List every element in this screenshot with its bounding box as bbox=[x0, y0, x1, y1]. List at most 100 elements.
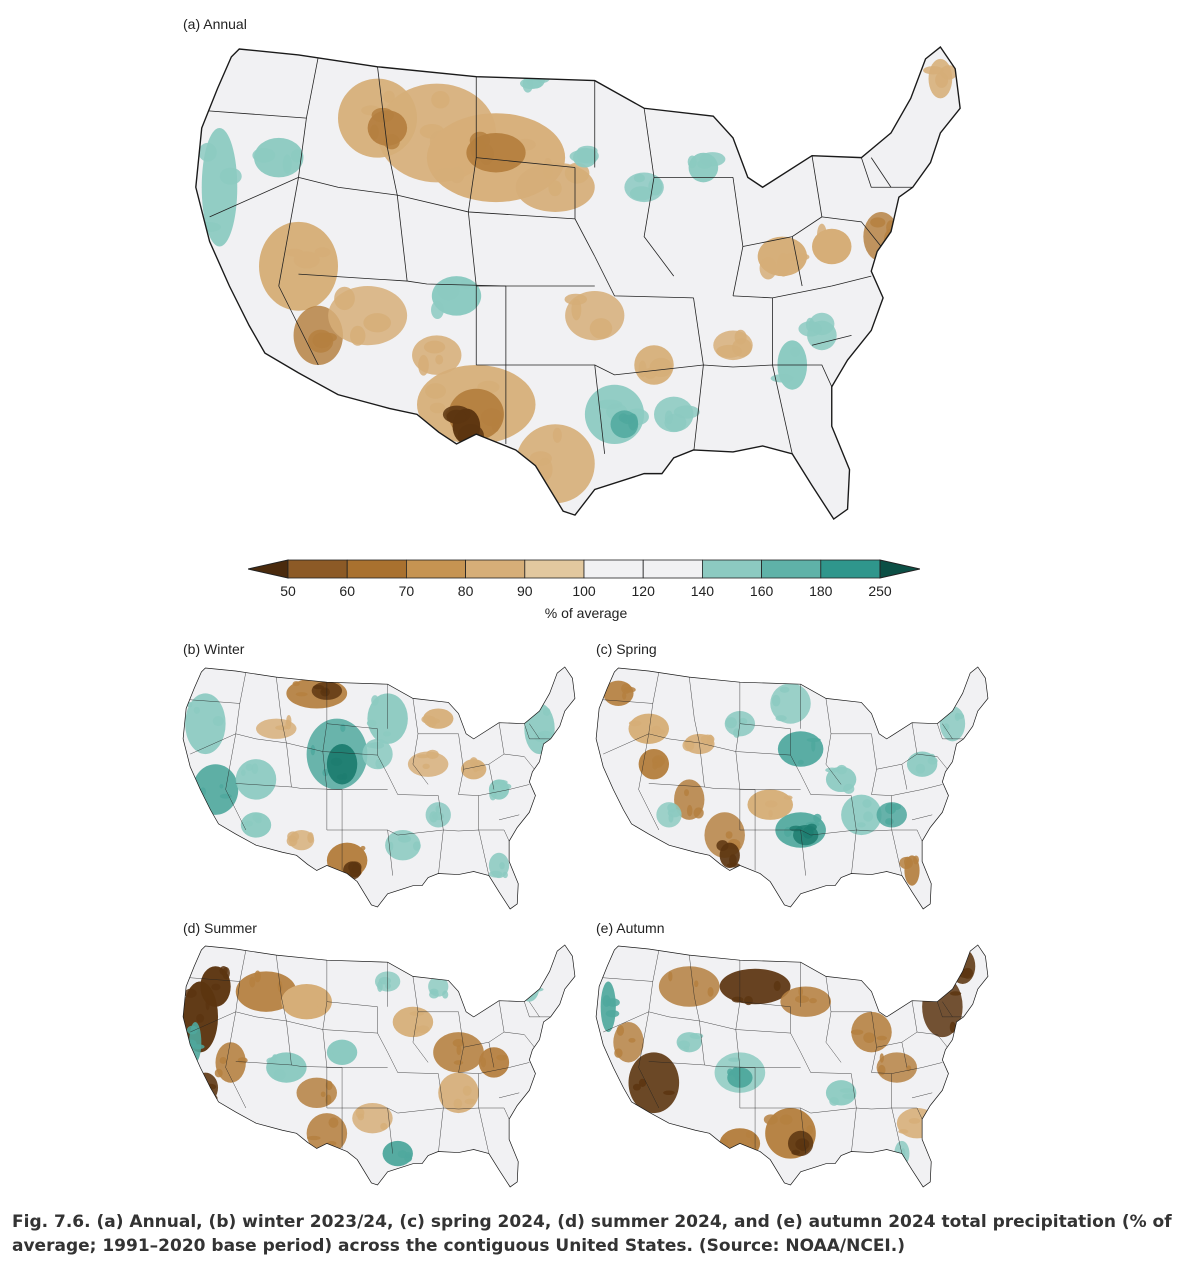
anomaly-speckle bbox=[850, 1029, 864, 1035]
anomaly-speckle bbox=[335, 1054, 341, 1064]
map-winter-svg bbox=[182, 666, 576, 910]
anomaly-speckle bbox=[913, 855, 919, 865]
state-boundary bbox=[917, 1031, 948, 1048]
anomaly-speckle bbox=[488, 870, 503, 878]
colorbar-swatch bbox=[287, 559, 348, 579]
anomaly-speckle bbox=[355, 1107, 365, 1119]
state-boundary bbox=[488, 764, 495, 790]
anomaly-speckle bbox=[184, 988, 197, 998]
colorbar-tick-label: 90 bbox=[517, 583, 533, 599]
state-boundary bbox=[831, 275, 872, 287]
anomaly-speckle bbox=[369, 124, 379, 140]
state-boundary bbox=[911, 814, 933, 821]
anomaly-speckle bbox=[923, 1125, 937, 1138]
anomaly-speckle bbox=[382, 731, 392, 737]
anomaly-area bbox=[658, 966, 720, 1007]
state-boundary bbox=[851, 795, 857, 876]
anomaly-speckle bbox=[219, 1056, 227, 1064]
anomaly-speckle bbox=[285, 248, 304, 257]
anomaly-speckle bbox=[628, 1037, 636, 1043]
anomaly-speckle bbox=[489, 788, 497, 801]
anomaly-speckle bbox=[697, 473, 712, 484]
anomaly-speckle bbox=[923, 66, 944, 75]
anomaly-speckle bbox=[825, 767, 839, 773]
anomaly-speckle bbox=[622, 691, 627, 700]
anomaly-speckle bbox=[703, 458, 722, 477]
anomaly-speckle bbox=[377, 981, 383, 993]
colorbar-svg: 50 60 70 80 90 100 120 140 160 180 250 % of averag… bbox=[247, 559, 921, 621]
anomaly-speckle bbox=[314, 247, 331, 258]
anomaly-speckle bbox=[683, 1045, 690, 1052]
anomaly-speckle bbox=[684, 789, 689, 797]
state-boundary bbox=[291, 1064, 343, 1068]
state-boundary bbox=[529, 1001, 540, 1017]
anomaly-speckle bbox=[525, 687, 539, 698]
colorbar-tick-labels: 50 60 70 80 90 100 120 140 160 180 250 bbox=[280, 583, 892, 599]
anomaly-speckle bbox=[779, 1114, 793, 1125]
anomaly-area bbox=[240, 812, 272, 838]
anomaly-area bbox=[699, 458, 728, 489]
state-boundary bbox=[397, 194, 576, 220]
anomaly-speckle bbox=[628, 413, 638, 431]
anomaly-speckle bbox=[370, 741, 385, 749]
state-boundary bbox=[648, 783, 705, 788]
anomaly-speckle bbox=[648, 177, 663, 196]
anomaly-area bbox=[600, 981, 616, 1033]
anomaly-speckle bbox=[870, 217, 886, 228]
anomaly-speckle bbox=[429, 811, 438, 823]
anomaly-speckle bbox=[638, 1078, 647, 1087]
anomaly-speckle bbox=[331, 1043, 339, 1056]
anomaly-speckle bbox=[423, 340, 446, 354]
anomaly-speckle bbox=[883, 228, 901, 252]
anomaly-speckle bbox=[940, 65, 958, 80]
colorbar-tick-label: 140 bbox=[691, 583, 715, 599]
anomaly-speckle bbox=[527, 972, 535, 984]
state-boundary bbox=[574, 167, 596, 257]
state-boundary bbox=[504, 1031, 535, 1048]
anomaly-speckle bbox=[219, 793, 232, 799]
anomaly-speckle bbox=[949, 991, 962, 996]
anomaly-area bbox=[215, 1042, 246, 1083]
state-boundary bbox=[911, 1092, 933, 1099]
state-boundary bbox=[871, 1067, 923, 1074]
anomaly-speckle bbox=[633, 173, 645, 183]
anomaly-area bbox=[516, 678, 543, 709]
state-boundary bbox=[739, 1001, 791, 1007]
anomaly-area bbox=[326, 743, 358, 785]
anomaly-area bbox=[385, 830, 421, 861]
anomaly-speckle bbox=[571, 298, 582, 321]
anomaly-speckle bbox=[340, 723, 346, 732]
anomaly-speckle bbox=[651, 725, 662, 735]
state-boundary bbox=[911, 722, 918, 755]
anomaly-speckle bbox=[770, 374, 794, 383]
colorbar-arrow-low bbox=[247, 559, 289, 579]
anomaly-speckle bbox=[320, 1091, 326, 1098]
anomaly-speckle bbox=[713, 476, 725, 492]
anomaly-speckle bbox=[885, 818, 894, 825]
state-boundary bbox=[438, 1073, 444, 1154]
colorbar-swatch bbox=[346, 559, 407, 579]
state-boundary bbox=[387, 1107, 459, 1114]
conus-outline-summer bbox=[182, 944, 576, 1188]
anomaly-speckle bbox=[898, 1129, 909, 1134]
anomaly-speckle bbox=[214, 1068, 223, 1078]
colorbar-tick-label: 80 bbox=[458, 583, 474, 599]
anomaly-speckle bbox=[700, 734, 715, 744]
anomaly-speckle bbox=[915, 763, 926, 774]
state-boundary bbox=[825, 976, 842, 1063]
anomaly-speckle bbox=[759, 256, 777, 280]
colorbar-swatches bbox=[247, 559, 921, 579]
colorbar-swatch bbox=[524, 559, 585, 579]
anomaly-speckle bbox=[273, 1069, 286, 1080]
anomaly-speckle bbox=[456, 1044, 462, 1056]
anomaly-speckle bbox=[542, 707, 551, 716]
colorbar-swatch bbox=[583, 559, 644, 579]
anomaly-speckle bbox=[412, 841, 421, 851]
anomaly-speckle bbox=[380, 1122, 388, 1131]
state-boundary bbox=[699, 1020, 791, 1034]
state-boundary bbox=[509, 784, 530, 790]
state-boundary bbox=[901, 1042, 908, 1068]
panel-label-winter: (b) Winter bbox=[183, 641, 245, 657]
state-boundary bbox=[922, 784, 943, 790]
anomaly-speckle bbox=[322, 768, 329, 777]
